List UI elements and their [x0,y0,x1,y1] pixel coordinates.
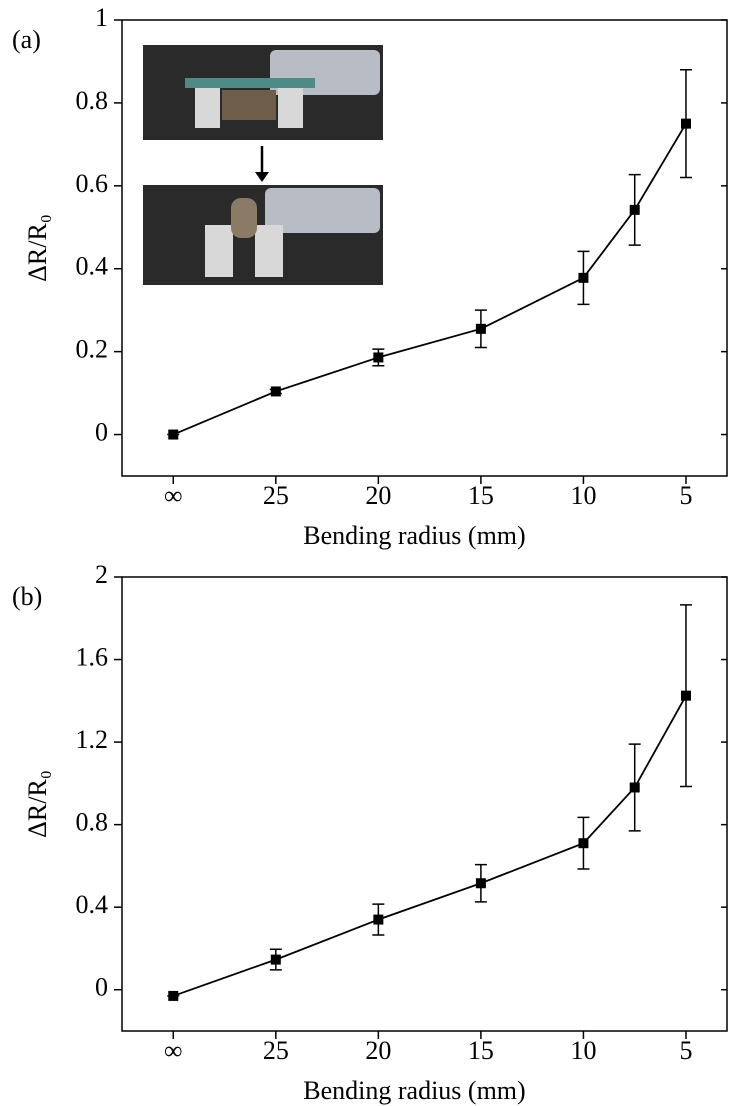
x-tick-label: 25 [263,1036,289,1065]
x-tick-label: 10 [570,481,596,510]
y-tick-label: 0.4 [76,252,109,281]
photo-film [222,90,276,120]
x-tick-label: 15 [468,481,494,510]
photo-clip [195,88,220,128]
data-point [578,272,589,283]
data-point [475,878,486,889]
y-tick-label: 0.8 [76,86,109,115]
data-point [475,323,486,334]
data-point [680,690,691,701]
y-tick-label: 0.2 [76,335,109,364]
panel-label: (a) [12,25,41,54]
data-point [629,782,640,793]
plot-frame [121,19,728,477]
x-tick-label: 20 [365,1036,391,1065]
y-tick-label: 0.4 [76,890,109,919]
photo-clip [278,88,303,128]
data-point [680,118,691,129]
photo-clip [205,225,233,277]
y-tick-label: 0.6 [76,169,109,198]
x-tick-label: 5 [679,1036,692,1065]
x-tick-label: 20 [365,481,391,510]
data-point [629,204,640,215]
y-axis-label: ΔR/R₀ [23,770,52,838]
data-point [168,429,179,440]
inset-photo [143,45,383,285]
data-line [172,695,687,997]
y-tick-label: 0 [95,973,108,1002]
photo-clip [255,225,283,277]
plot-frame [121,576,728,1032]
x-tick-label: ∞ [164,481,183,510]
photo-bent-film [231,198,257,238]
x-axis-label: Bending radius (mm) [303,1076,525,1105]
photo-device [265,188,380,233]
data-point [373,914,384,925]
panel-label: (b) [12,582,42,611]
x-tick-label: 10 [570,1036,596,1065]
x-tick-label: 15 [468,1036,494,1065]
y-tick-label: 1.2 [76,725,109,754]
data-point [270,954,281,965]
y-axis-label: ΔR/R₀ [23,214,52,282]
y-tick-label: 0 [95,418,108,447]
data-point [168,990,179,1001]
data-point [578,838,589,849]
data-point [270,386,281,397]
y-tick-label: 1.6 [76,643,109,672]
x-axis-label: Bending radius (mm) [303,521,525,550]
x-tick-label: 5 [679,481,692,510]
photo-sample [185,78,315,88]
data-point [373,352,384,363]
y-tick-label: 1 [95,3,108,32]
y-tick-label: 0.8 [76,808,109,837]
arrow-head [255,172,269,182]
y-tick-label: 2 [95,560,108,589]
x-tick-label: 25 [263,481,289,510]
x-tick-label: ∞ [164,1036,183,1065]
